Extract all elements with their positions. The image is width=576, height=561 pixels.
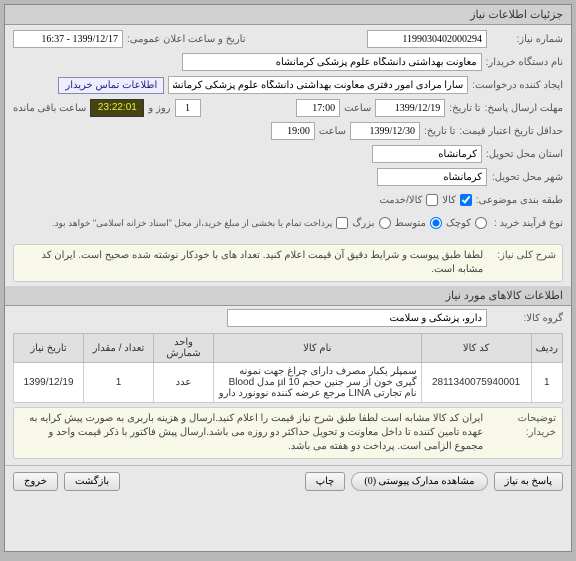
cell-date: 1399/12/19 xyxy=(14,363,84,403)
kala-checkbox[interactable] xyxy=(460,194,472,206)
main-window: جزئیات اطلاعات نیاز شماره نیاز: تاریخ و … xyxy=(4,4,572,552)
small-label: کوچک xyxy=(446,218,471,229)
delivery-prov-label: استان محل تحویل: xyxy=(486,149,563,160)
items-section-header: اطلاعات کالاهای مورد نیاز xyxy=(5,286,571,306)
deadline-date-field[interactable] xyxy=(375,99,445,117)
cell-qty: 1 xyxy=(84,363,154,403)
row-delivery-prov: استان محل تحویل: xyxy=(13,144,563,164)
buyer-note-label: توضیحات خریدار: xyxy=(486,412,556,440)
buyer-note-text: ایران کد کالا مشابه است لطفا طبق شرح نیا… xyxy=(27,412,483,454)
group-field[interactable] xyxy=(227,309,487,327)
col-code: کد کالا xyxy=(421,334,531,363)
validity-time-field[interactable] xyxy=(271,122,315,140)
contact-buyer-button[interactable]: اطلاعات تماس خریدار xyxy=(58,77,164,94)
budget-label: طبقه بندی موضوعی: xyxy=(476,195,563,206)
process-note: پرداخت تمام یا بخشی از مبلغ خرید،از محل … xyxy=(52,218,332,229)
row-deadline: مهلت ارسال پاسخ: تا تاریخ: ساعت روز و 23… xyxy=(13,98,563,118)
group-label: گروه کالا: xyxy=(491,313,563,324)
form-area: شماره نیاز: تاریخ و ساعت اعلان عمومی: نا… xyxy=(5,25,571,240)
creator-label: ایجاد کننده درخواست: xyxy=(472,80,563,91)
window-title: جزئیات اطلاعات نیاز xyxy=(470,9,563,21)
buyer-note-box: توضیحات خریدار: ایران کد کالا مشابه است … xyxy=(13,407,563,459)
buyer-org-field[interactable] xyxy=(182,53,482,71)
kala-label: کالا xyxy=(442,195,456,206)
validity-label: حداقل تاریخ اعتبار قیمت: xyxy=(459,126,563,137)
need-no-field[interactable] xyxy=(367,30,487,48)
rooz-label: روز و xyxy=(148,103,170,114)
print-button[interactable]: چاپ xyxy=(305,472,346,491)
days-remaining-field xyxy=(175,99,201,117)
table-header-row: ردیف کد کالا نام کالا واحد شمارش تعداد /… xyxy=(14,334,563,363)
deadline-label: مهلت ارسال پاسخ: xyxy=(485,103,563,114)
row-buyer-org: نام دستگاه خریدار: xyxy=(13,52,563,72)
col-name: نام کالا xyxy=(214,334,422,363)
row-validity: حداقل تاریخ اعتبار قیمت: تا تاریخ: ساعت xyxy=(13,121,563,141)
creator-field[interactable] xyxy=(168,76,468,94)
cell-name: سمپلر یکبار مصرف دارای چراغ جهت نمونه گی… xyxy=(214,363,422,403)
delivery-city-label: شهر محل تحویل: xyxy=(491,172,563,183)
khadmat-label: کالا/خدمت xyxy=(379,195,422,206)
col-qty: تعداد / مقدار xyxy=(84,334,154,363)
reply-button[interactable]: پاسخ به نیاز xyxy=(494,472,564,491)
delivery-prov-field[interactable] xyxy=(372,145,482,163)
deadline-until-label: تا تاریخ: xyxy=(449,103,480,114)
medium-label: متوسط xyxy=(395,218,426,229)
size-small-radio[interactable] xyxy=(475,217,487,229)
countdown-timer: 23:22:01 xyxy=(90,99,144,117)
saat-label-1: ساعت xyxy=(344,103,371,114)
col-unit: واحد شمارش xyxy=(154,334,214,363)
cell-code: 2811340075940001 xyxy=(421,363,531,403)
remain-suffix: ساعت باقی مانده xyxy=(13,103,86,114)
validity-until-label: تا تاریخ: xyxy=(424,126,455,137)
table-row[interactable]: 1 2811340075940001 سمپلر یکبار مصرف دارا… xyxy=(14,363,563,403)
delivery-city-field[interactable] xyxy=(377,168,487,186)
cell-idx: 1 xyxy=(531,363,562,403)
saat-label-2: ساعت xyxy=(319,126,346,137)
general-note-label: شرح کلی نیاز: xyxy=(486,249,556,263)
row-need-no: شماره نیاز: تاریخ و ساعت اعلان عمومی: xyxy=(13,29,563,49)
validity-date-field[interactable] xyxy=(350,122,420,140)
announce-field[interactable] xyxy=(13,30,123,48)
size-medium-radio[interactable] xyxy=(430,217,442,229)
row-process: نوع فرآیند خرید : کوچک متوسط بزرگ پرداخت… xyxy=(13,213,563,233)
treasury-checkbox[interactable] xyxy=(336,217,348,229)
attachments-button[interactable]: مشاهده مدارک پیوستی (0) xyxy=(351,472,487,491)
col-idx: ردیف xyxy=(531,334,562,363)
buyer-org-label: نام دستگاه خریدار: xyxy=(486,57,563,68)
announce-label: تاریخ و ساعت اعلان عمومی: xyxy=(127,34,246,45)
process-label: نوع فرآیند خرید : xyxy=(491,218,563,229)
back-button[interactable]: بازگشت xyxy=(64,472,120,491)
row-group: گروه کالا: xyxy=(5,306,571,330)
window-title-bar: جزئیات اطلاعات نیاز xyxy=(5,5,571,25)
row-creator: ایجاد کننده درخواست: اطلاعات تماس خریدار xyxy=(13,75,563,95)
row-budget: طبقه بندی موضوعی: کالا کالا/خدمت xyxy=(13,190,563,210)
need-no-label: شماره نیاز: xyxy=(491,34,563,45)
items-table: ردیف کد کالا نام کالا واحد شمارش تعداد /… xyxy=(13,333,563,403)
large-label: بزرگ xyxy=(352,218,374,229)
row-delivery-city: شهر محل تحویل: xyxy=(13,167,563,187)
general-note-text: لطفا طبق پیوست و شرایط دقیق آن قیمت اعلا… xyxy=(27,249,483,277)
general-note-box: شرح کلی نیاز: لطفا طبق پیوست و شرایط دقی… xyxy=(13,244,563,282)
button-bar: پاسخ به نیاز مشاهده مدارک پیوستی (0) چاپ… xyxy=(5,465,571,497)
cell-unit: عدد xyxy=(154,363,214,403)
col-date: تاریخ نیاز xyxy=(14,334,84,363)
exit-button[interactable]: خروج xyxy=(13,472,58,491)
deadline-time-field[interactable] xyxy=(296,99,340,117)
size-large-radio[interactable] xyxy=(379,217,391,229)
khadmat-checkbox[interactable] xyxy=(426,194,438,206)
